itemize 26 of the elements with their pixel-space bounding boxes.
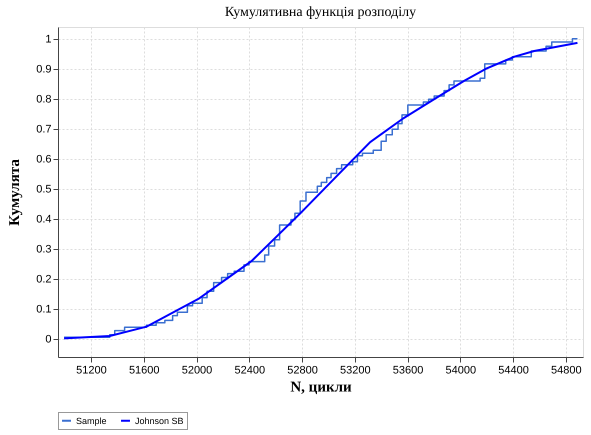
x-tick-label: 52800 (287, 364, 318, 376)
x-axis-title: N, цикли (290, 380, 352, 396)
y-tick-label: 0.7 (36, 124, 52, 136)
y-axis-title: Кумулята (7, 158, 24, 226)
y-tick-label: 0.3 (36, 244, 52, 256)
x-tick-label: 52400 (234, 364, 266, 376)
x-tick-label: 52000 (182, 364, 212, 376)
y-tick-label: 0.1 (36, 304, 52, 316)
legend-label: Johnson SB (135, 416, 184, 426)
x-tick-label: 54400 (498, 364, 529, 376)
y-tick-label: 0.5 (36, 184, 52, 196)
x-tick-label: 51200 (76, 364, 107, 376)
x-tick-label: 53200 (340, 364, 371, 376)
y-tick-label: 1 (45, 34, 52, 46)
y-tick-label: 0.8 (36, 94, 52, 106)
chart-title: Кумулятивна функція розподілу (224, 5, 416, 20)
y-tick-label: 0.2 (36, 274, 52, 286)
y-tick-label: 0.4 (36, 214, 52, 226)
y-tick-label: 0.6 (36, 154, 52, 166)
x-tick-label: 54000 (446, 364, 476, 376)
x-tick-label: 51600 (128, 364, 160, 376)
x-tick-label: 53600 (392, 364, 424, 376)
y-tick-label: 0.9 (36, 64, 52, 76)
y-tick-label: 0 (45, 334, 52, 346)
legend-label: Sample (76, 416, 107, 426)
x-tick-label: 54800 (551, 364, 582, 376)
